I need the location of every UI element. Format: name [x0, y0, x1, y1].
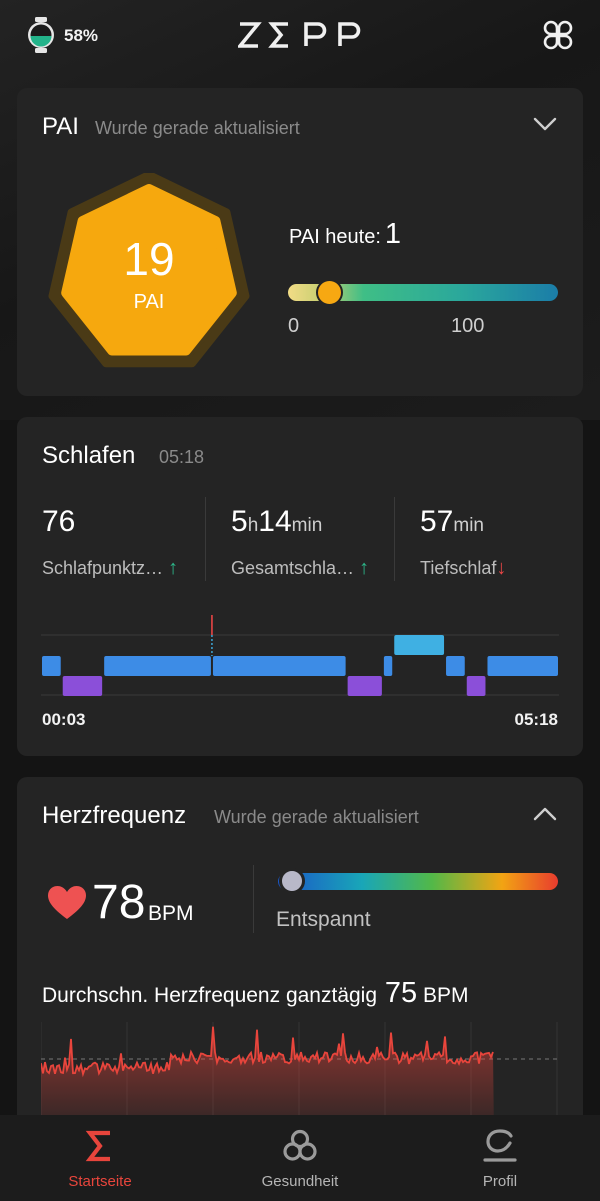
heart-rate-updated-text: Wurde gerade aktualisiert	[214, 807, 419, 827]
divider	[394, 497, 395, 581]
health-icon	[283, 1129, 317, 1161]
heart-rate-unit: BPM	[148, 902, 194, 925]
nav-health[interactable]: Gesundheit	[200, 1115, 400, 1201]
heart-rate-title: Herzfrequenz	[42, 802, 187, 829]
pai-scale-min: 0	[288, 315, 300, 337]
pai-scale-max: 100	[451, 315, 485, 337]
pai-progress-bar	[288, 284, 558, 301]
heart-zone-label: Entspannt	[276, 908, 371, 931]
nav-health-label: Gesundheit	[261, 1173, 339, 1190]
average-heart-rate: Durchschn. Herzfrequenz ganztägig 75 BPM	[42, 977, 469, 1009]
sleep-score-label: Schlafpunktz… ↑	[42, 557, 179, 579]
divider	[253, 865, 254, 933]
pai-card[interactable]: PAI Wurde gerade aktualisiert 19 PAI PAI…	[17, 88, 583, 396]
hypnogram-segment-light	[212, 656, 346, 676]
apps-grid-icon[interactable]	[540, 17, 576, 53]
chevron-up-icon[interactable]	[533, 807, 557, 821]
trend-down-icon: ↓	[496, 557, 507, 579]
heart-rate-card[interactable]: Herzfrequenz Wurde gerade aktualisiert 7…	[17, 777, 583, 1137]
pai-heptagon-badge	[48, 173, 250, 368]
deep-sleep-value: 57min	[420, 505, 484, 538]
sleep-start-time: 00:03	[42, 710, 86, 729]
trend-up-icon: ↑	[168, 557, 179, 579]
trend-up-icon: ↑	[359, 557, 370, 579]
battery-level: 58%	[64, 26, 99, 45]
sleep-title: Schlafen	[42, 442, 136, 469]
deep-sleep-label: Tiefschlaf↓	[420, 557, 507, 579]
nav-profile[interactable]: Profil	[400, 1115, 600, 1201]
hypnogram-segment-light	[487, 656, 558, 676]
sleep-end-time: 05:18	[514, 710, 558, 729]
hr-chart-line	[41, 1026, 494, 1078]
sleep-hypnogram[interactable]	[41, 605, 559, 705]
pai-today-label: PAI heute:	[289, 226, 381, 248]
sigma-icon	[85, 1130, 110, 1162]
divider	[205, 497, 206, 581]
profile-icon	[483, 1129, 517, 1162]
pai-today: PAI heute: 1	[289, 218, 401, 251]
sleep-score-value: 76	[42, 505, 76, 538]
total-sleep-value: 5h14min	[231, 505, 323, 538]
top-bar: 58%	[0, 0, 600, 80]
heart-zone-indicator	[279, 868, 305, 894]
heart-icon	[48, 886, 86, 919]
total-sleep-label: Gesamtschla… ↑	[231, 557, 370, 579]
nav-home-label: Startseite	[68, 1173, 132, 1190]
sleep-card[interactable]: Schlafen 05:18 76 Schlafpunktz… ↑ 5h14mi…	[17, 417, 583, 756]
pai-score: 19	[123, 233, 175, 285]
hypnogram-segment-rem	[394, 635, 445, 655]
sleep-time: 05:18	[159, 447, 205, 467]
heart-zone-bar	[278, 873, 558, 890]
pai-title: PAI	[42, 113, 79, 140]
hypnogram-segment-light	[104, 656, 211, 676]
pai-today-value: 1	[384, 218, 402, 250]
zepp-logo	[238, 22, 361, 48]
nav-profile-label: Profil	[482, 1173, 518, 1190]
chevron-down-icon[interactable]	[533, 117, 557, 131]
pai-progress-indicator	[315, 279, 343, 306]
heart-rate-value: 78	[92, 876, 146, 929]
bottom-navigation: Startseite Gesundheit Profil	[0, 1115, 600, 1201]
hypnogram-segment-deep	[347, 676, 382, 696]
pai-updated-text: Wurde gerade aktualisiert	[95, 118, 300, 138]
hypnogram-segment-light	[42, 656, 61, 676]
hypnogram-segment-deep	[62, 676, 103, 696]
nav-home[interactable]: Startseite	[0, 1115, 200, 1201]
hypnogram-segment-deep	[466, 676, 486, 696]
pai-unit: PAI	[133, 291, 165, 313]
watch-icon[interactable]	[26, 17, 56, 53]
hypnogram-segment-light	[383, 656, 393, 676]
hypnogram-segment-light	[446, 656, 465, 676]
